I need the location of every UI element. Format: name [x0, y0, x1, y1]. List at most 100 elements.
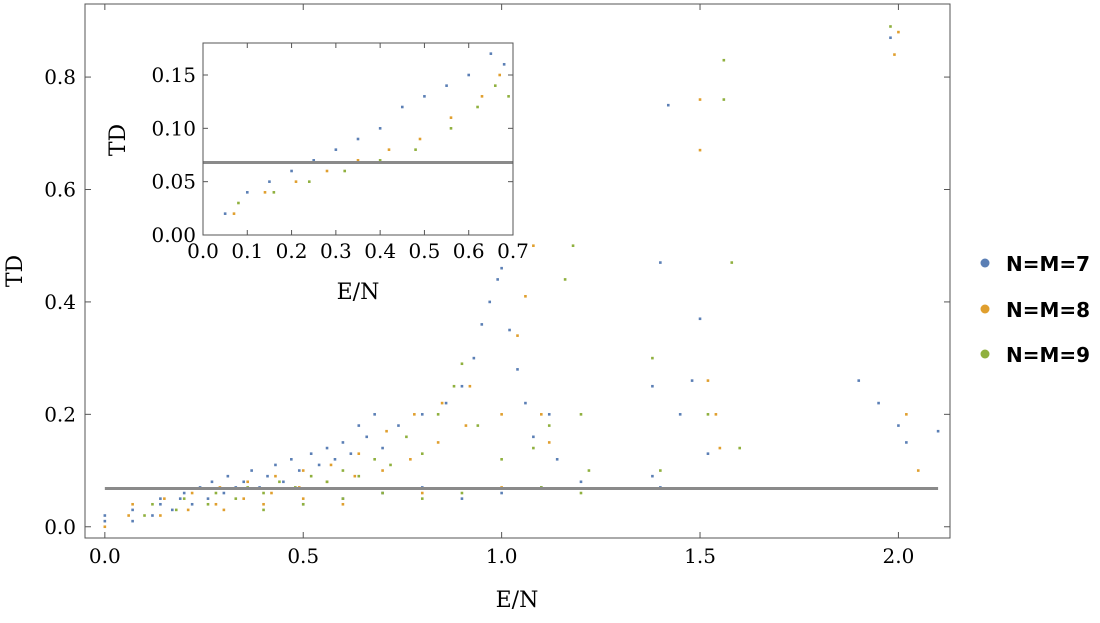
data-point	[420, 497, 424, 500]
data-point	[540, 413, 543, 416]
data-point	[290, 458, 293, 461]
data-point	[440, 401, 444, 405]
data-point	[666, 103, 670, 107]
data-point	[278, 480, 281, 484]
data-point	[730, 261, 734, 264]
data-point	[449, 116, 453, 119]
data-point	[151, 514, 154, 517]
data-point	[250, 469, 253, 472]
data-point	[242, 480, 246, 484]
marks-clip-group	[203, 52, 513, 215]
main-chart: 0.0 0.5 1.0 1.5 2.0 0.0 0.2 0.4 0.6 0.8 E/N TD	[3, 3, 951, 613]
data-point	[508, 328, 511, 332]
data-point	[706, 413, 710, 416]
data-point	[182, 491, 186, 495]
data-point	[659, 469, 662, 472]
data-point	[242, 497, 246, 500]
marks-clip-group	[103, 25, 940, 529]
legend: N=M=7 N=M=8 N=M=9	[980, 252, 1090, 367]
x-tick-label: 0.4	[364, 239, 396, 263]
y-tick-label: 0.00	[151, 223, 196, 247]
data-point	[307, 180, 311, 183]
legend-item-n8: N=M=8	[980, 298, 1090, 322]
data-point	[555, 458, 559, 461]
data-point	[489, 52, 493, 55]
data-point	[312, 159, 316, 162]
data-point	[651, 356, 654, 360]
y-tick-label: 0.0	[44, 515, 76, 539]
data-point	[268, 180, 271, 183]
data-point	[460, 362, 464, 366]
data-point	[500, 266, 503, 270]
data-point	[460, 497, 464, 500]
data-point	[532, 244, 535, 248]
data-point	[343, 169, 347, 173]
data-point	[420, 452, 424, 455]
data-point	[222, 508, 226, 512]
data-point	[223, 212, 227, 215]
legend-item-n9: N=M=9	[980, 343, 1090, 367]
data-point	[897, 30, 900, 34]
data-point	[889, 36, 892, 40]
data-point	[698, 148, 702, 152]
data-point	[309, 452, 313, 455]
data-point	[143, 514, 146, 517]
data-point	[385, 429, 388, 433]
data-point	[170, 508, 174, 512]
data-point	[103, 519, 107, 523]
data-point	[349, 452, 353, 455]
data-point	[480, 95, 484, 98]
x-tick-label: 2.0	[883, 544, 915, 568]
data-point	[334, 148, 338, 151]
data-point	[163, 497, 166, 500]
data-point	[222, 491, 226, 495]
data-point	[378, 127, 382, 130]
data-point	[190, 491, 194, 495]
data-point	[301, 497, 305, 500]
data-point	[290, 169, 293, 173]
data-point	[706, 452, 710, 455]
data-point	[214, 502, 218, 506]
data-point	[381, 491, 384, 495]
data-point	[452, 384, 456, 388]
series-0	[223, 52, 506, 215]
x-tick-label: 1.0	[486, 544, 518, 568]
data-point	[232, 212, 236, 215]
data-point	[357, 424, 361, 427]
data-point	[678, 413, 682, 416]
x-tick-label: 0.5	[409, 239, 441, 263]
data-point	[159, 502, 162, 506]
data-point	[936, 429, 940, 433]
data-point	[690, 379, 694, 382]
data-point	[353, 474, 357, 478]
data-point	[226, 474, 230, 478]
data-point	[444, 401, 448, 405]
main-x-axis-label: E/N	[496, 588, 539, 613]
data-point	[651, 384, 654, 388]
data-point	[206, 497, 210, 500]
data-point	[524, 401, 527, 405]
inset-axes: 0.0 0.1 0.2 0.3 0.4 0.5 0.6 0.7 0.00 0.05 0.10 0.15	[151, 43, 529, 263]
data-point	[563, 278, 567, 281]
x-tick-label: 0.0	[187, 239, 219, 263]
data-point	[341, 441, 345, 444]
data-point	[877, 401, 880, 405]
data-point	[579, 491, 583, 495]
data-point	[579, 413, 583, 416]
data-point	[272, 191, 276, 194]
data-point	[325, 480, 329, 484]
inset-plot-frame	[202, 42, 514, 236]
y-tick-label: 0.2	[44, 402, 76, 426]
data-point	[445, 84, 448, 87]
data-point	[206, 502, 210, 506]
data-point	[365, 435, 369, 439]
data-point	[468, 384, 472, 388]
data-point	[325, 446, 329, 450]
data-point	[294, 180, 298, 183]
data-point	[714, 413, 718, 416]
data-point	[460, 491, 464, 495]
data-point	[356, 159, 360, 162]
data-point	[460, 384, 464, 388]
